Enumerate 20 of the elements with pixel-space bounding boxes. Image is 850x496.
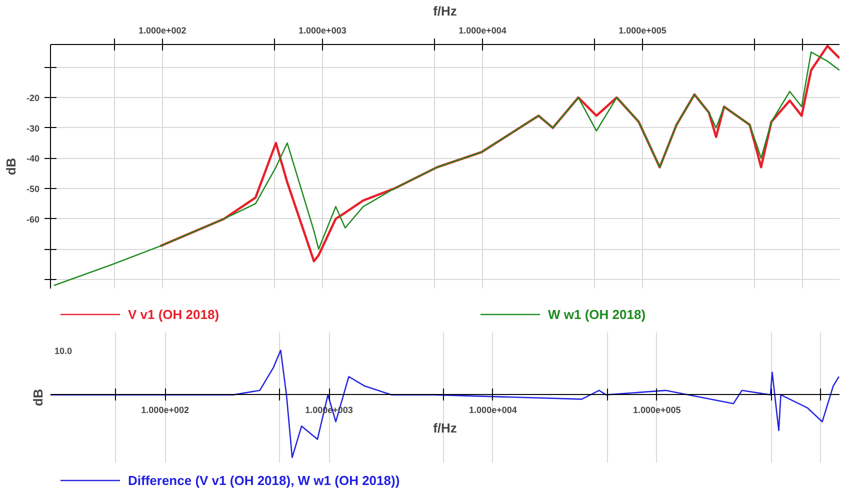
y-tick-label: -20: [26, 93, 40, 104]
y-axis-title: dB: [30, 388, 46, 406]
y-tick-label: -60: [26, 214, 40, 224]
x-tick-label: 1.000e+005: [618, 26, 666, 36]
annotation: 10.0: [54, 346, 72, 356]
y-tick-label: -40: [26, 154, 40, 164]
x-tick-label: 1.000e+003: [298, 26, 346, 36]
x-tick-label: 1.000e+004: [469, 404, 517, 415]
y-tick-label: -50: [26, 184, 40, 194]
x-axis-title: f/Hz: [433, 4, 458, 18]
y-tick-label: -30: [26, 123, 40, 134]
x-axis-title: f/Hz: [433, 420, 458, 436]
legend-label: W w1 (OH 2018): [548, 306, 646, 322]
legend-label: V v1 (OH 2018): [128, 306, 220, 322]
x-tick-label: 1.000e+002: [141, 404, 189, 415]
x-tick-label: 1.000e+002: [138, 26, 186, 36]
x-tick-label: 1.000e+004: [458, 26, 506, 36]
y-axis-title: dB: [3, 158, 18, 176]
legend-label: Difference (V v1 (OH 2018), W w1 (OH 2018)): [128, 472, 400, 488]
x-tick-label: 1.000e+005: [632, 404, 681, 415]
